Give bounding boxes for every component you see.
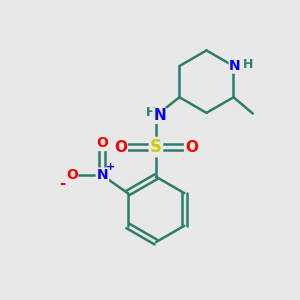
Text: O: O (114, 140, 127, 154)
Text: H: H (243, 58, 253, 71)
Text: O: O (185, 140, 198, 154)
Text: S: S (150, 138, 162, 156)
Text: O: O (66, 168, 78, 182)
Text: O: O (96, 136, 108, 151)
Text: N: N (229, 59, 241, 73)
Text: N: N (153, 108, 166, 123)
Text: -: - (59, 176, 65, 191)
Text: +: + (106, 162, 115, 172)
Text: H: H (146, 106, 156, 119)
Text: N: N (97, 168, 108, 182)
